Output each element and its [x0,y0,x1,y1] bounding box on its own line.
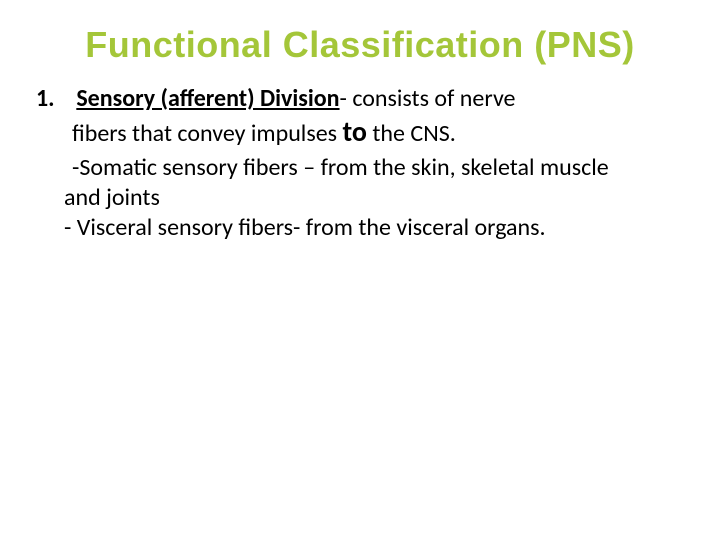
sub-item-2: - Visceral sensory fibers- from the visc… [64,213,684,243]
list-rest-b-prefix: fibers that convey impulses [72,119,342,148]
list-to: to [342,114,367,149]
slide-title: Functional Classification (PNS) [36,24,684,66]
sub-item-1-line1: -Somatic sensory fibers – from the skin,… [72,153,684,183]
list-headword: Sensory (afferent) Division [76,84,339,113]
slide-body: 1. Sensory (afferent) Division- consists… [36,84,684,243]
list-number: 1. [36,84,55,113]
sub-list: -Somatic sensory fibers – from the skin,… [72,153,684,243]
sub-item-1-line2: and joints [64,183,684,213]
slide: Functional Classification (PNS) 1. Senso… [0,0,720,540]
list-rest-a: - consists of nerve [340,84,516,113]
list-rest-b-suffix: the CNS. [367,119,456,148]
list-item-1: 1. Sensory (afferent) Division- consists… [36,84,684,149]
list-rest-line2: fibers that convey impulses to the CNS. [72,114,684,149]
